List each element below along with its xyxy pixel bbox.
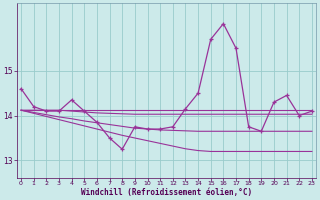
- X-axis label: Windchill (Refroidissement éolien,°C): Windchill (Refroidissement éolien,°C): [81, 188, 252, 197]
